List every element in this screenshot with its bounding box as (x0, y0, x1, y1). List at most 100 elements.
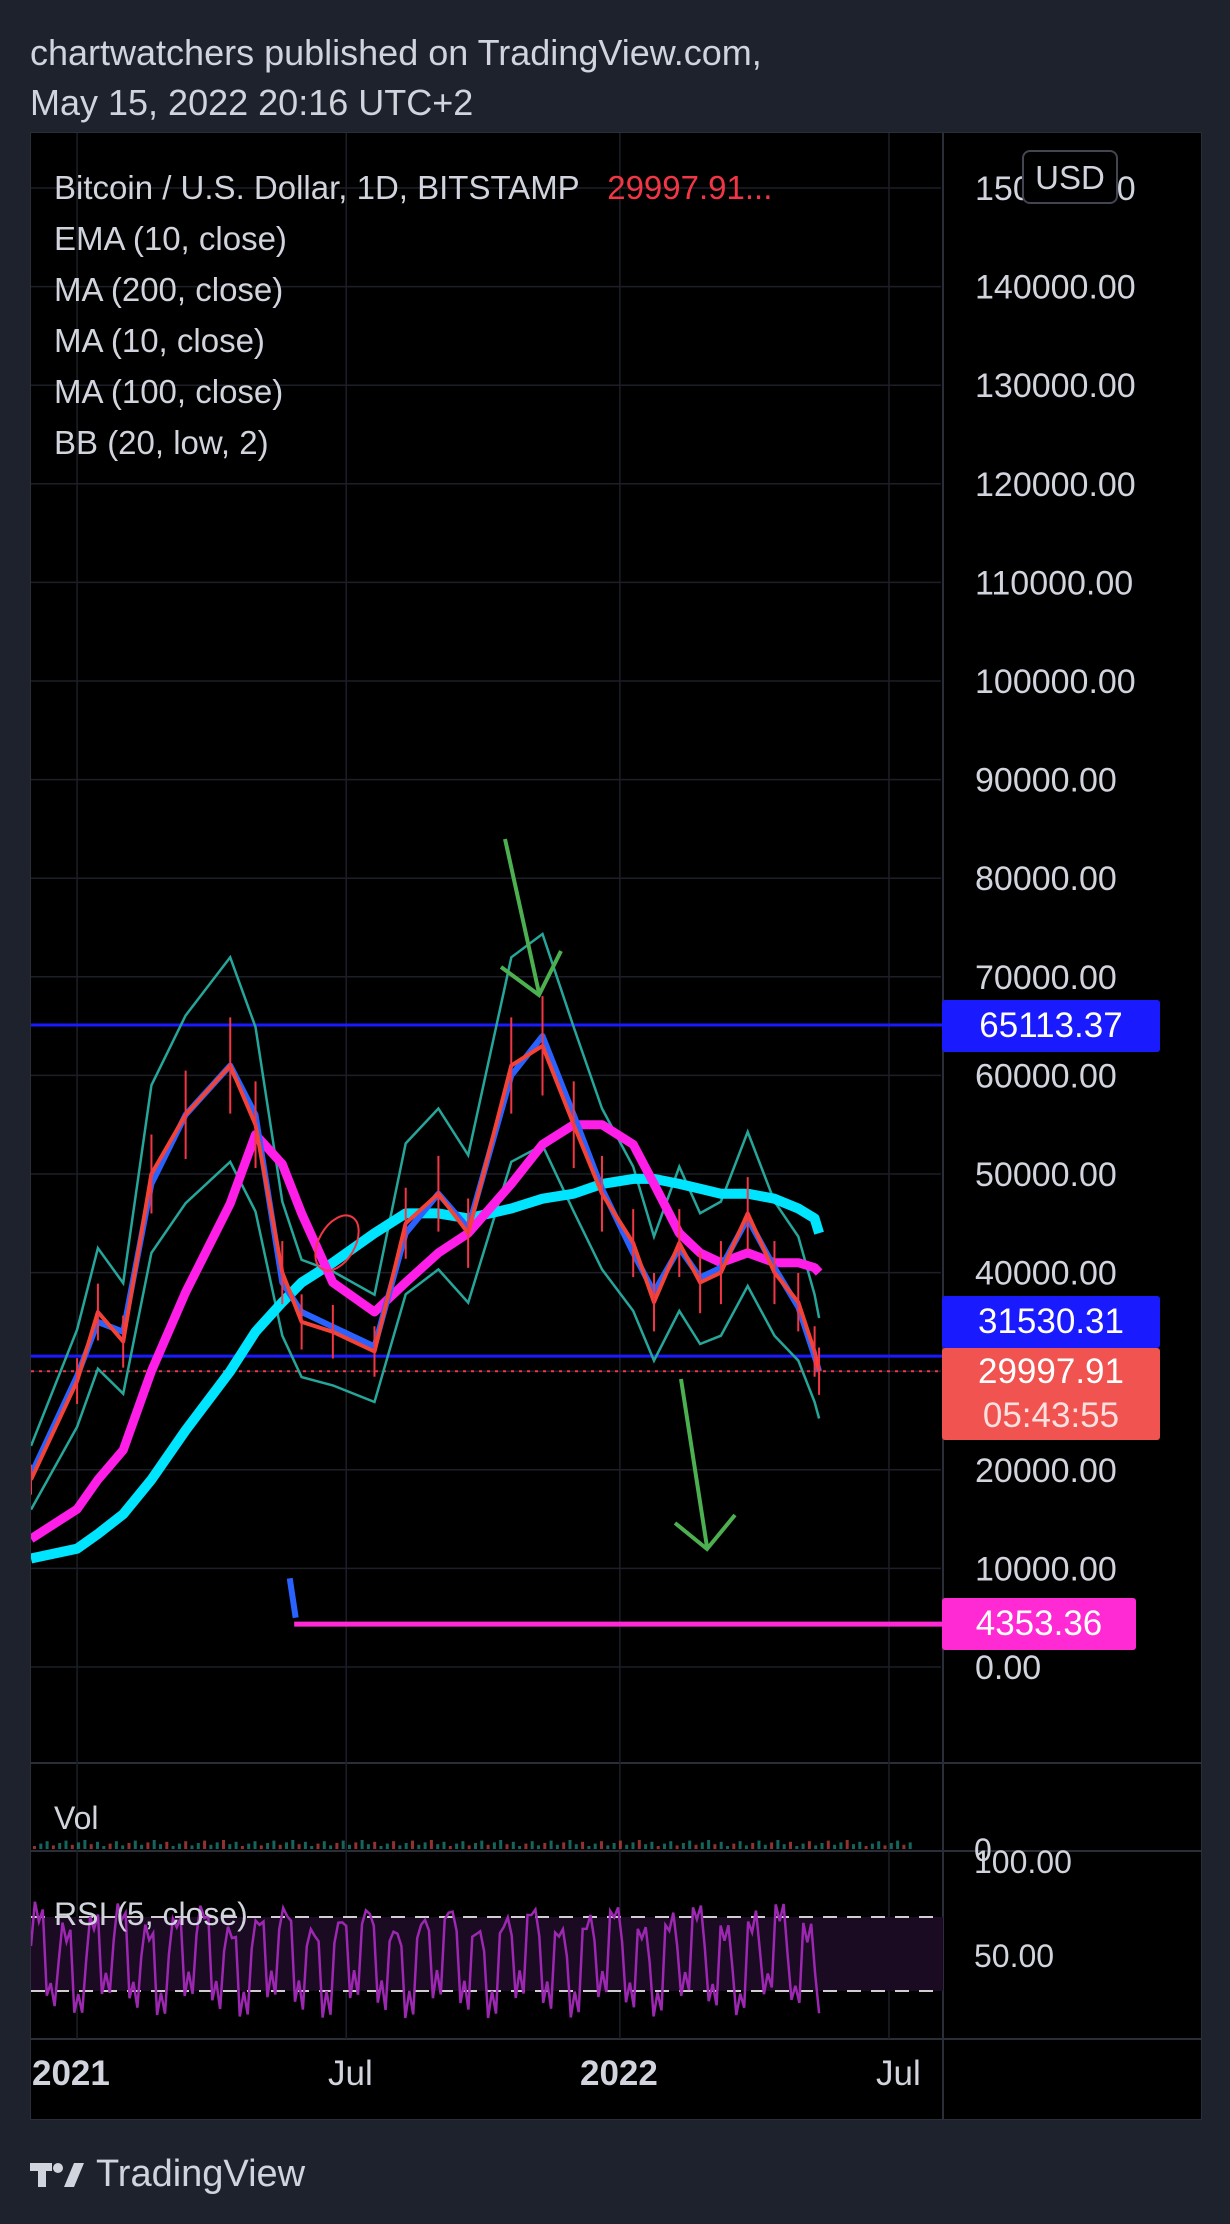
volume-bar (348, 1844, 351, 1849)
volume-bar (39, 1843, 43, 1849)
volume-bar (310, 1846, 314, 1849)
volume-bar (719, 1841, 723, 1849)
volume-bar (77, 1842, 81, 1849)
volume-bar (322, 1841, 326, 1849)
volume-bar (354, 1842, 358, 1849)
volume-bar (656, 1846, 660, 1849)
volume-bar (600, 1841, 603, 1849)
rsi-label: RSI (5, close) (54, 1896, 248, 1932)
chart-frame[interactable]: 150000.00140000.00130000.00120000.001100… (30, 132, 1202, 2120)
volume-bar (329, 1845, 333, 1849)
volume-bar (574, 1844, 578, 1849)
volume-bar (429, 1840, 433, 1849)
currency-button[interactable]: USD (1022, 150, 1118, 204)
down-arrow-head (673, 1513, 737, 1552)
volume-bar (140, 1844, 144, 1849)
indicator-bb[interactable]: BB (20, low, 2) (54, 424, 269, 461)
volume-bar (833, 1844, 837, 1849)
volume-bar (896, 1840, 900, 1849)
volume-bar (864, 1846, 868, 1849)
blue-trend-tick (286, 1577, 299, 1619)
volume-bar (89, 1844, 93, 1849)
volume-bar (606, 1845, 610, 1849)
volume-bar (114, 1841, 118, 1849)
publisher-line: chartwatchers published on TradingView.c… (30, 32, 762, 73)
volume-bar (726, 1846, 729, 1849)
indicator-ema10[interactable]: EMA (10, close) (54, 220, 287, 257)
volume-bar (694, 1844, 698, 1849)
volume-bar (530, 1841, 534, 1849)
rsi-line (31, 1901, 821, 2019)
volume-bar (669, 1841, 673, 1849)
volume-bar (587, 1846, 591, 1849)
volume-bar (259, 1845, 263, 1849)
indicator-ma100[interactable]: MA (100, close) (54, 373, 284, 410)
indicator-ma200[interactable]: MA (200, close) (54, 271, 284, 308)
price-chart[interactable]: 150000.00140000.00130000.00120000.001100… (31, 133, 1201, 2119)
volume-bar (562, 1842, 566, 1849)
indicator-ma10[interactable]: MA (10, close) (54, 322, 265, 359)
volume-bar (763, 1844, 767, 1849)
volume-bar (96, 1841, 99, 1849)
volume-bar (474, 1843, 477, 1849)
y-tick-label: 90000.00 (975, 762, 1117, 800)
volume-axis-zero: 0 (974, 1832, 992, 1868)
volume-bar (877, 1841, 881, 1849)
volume-bar (845, 1840, 849, 1849)
y-tick-label: 140000.00 (975, 269, 1136, 307)
volume-bar (524, 1843, 528, 1849)
down-arrow-shaft (679, 1378, 709, 1548)
symbol-row: Bitcoin / U.S. Dollar, 1D, BITSTAMP 2999… (54, 162, 772, 213)
volume-bar (543, 1843, 547, 1849)
y-tick-label: 100000.00 (975, 663, 1136, 701)
y-tick-label: 60000.00 (975, 1057, 1117, 1095)
volume-bar (70, 1844, 74, 1849)
volume-bar (870, 1843, 874, 1849)
volume-bar (770, 1842, 774, 1849)
volume-bar (51, 1845, 55, 1849)
volume-bar (644, 1844, 648, 1849)
volume-bar (902, 1844, 906, 1849)
volume-bar (203, 1840, 207, 1849)
volume-bar (171, 1846, 175, 1849)
volume-bar (713, 1844, 717, 1849)
volume-bar (121, 1845, 125, 1849)
volume-bar (631, 1842, 635, 1849)
tradingview-brand[interactable]: TradingView (30, 2146, 305, 2202)
volume-bar (499, 1840, 503, 1849)
volume-bar (64, 1840, 68, 1849)
volume-bar (222, 1840, 225, 1849)
volume-bar (858, 1841, 862, 1849)
volume-bar (165, 1841, 169, 1849)
support-price-badge: 31530.31 (942, 1296, 1160, 1348)
y-tick-label: 80000.00 (975, 860, 1117, 898)
volume-bar (253, 1841, 257, 1849)
volume-bar (341, 1840, 345, 1849)
y-tick-label: 10000.00 (975, 1550, 1117, 1588)
volume-bar (688, 1840, 692, 1849)
volume-bar (789, 1841, 792, 1849)
volume-bar (511, 1841, 515, 1849)
volume-bar (436, 1844, 440, 1849)
volume-bar (228, 1844, 232, 1849)
x-tick-label: 2022 (580, 2054, 658, 2093)
publish-info: chartwatchers published on TradingView.c… (30, 28, 762, 128)
volume-bar (45, 1841, 49, 1849)
bb-lower-line (31, 1143, 821, 1511)
volume-bar (461, 1841, 465, 1849)
volume-bar (492, 1842, 496, 1849)
volume-bar (373, 1841, 377, 1849)
volume-bar (537, 1845, 540, 1849)
x-tick-label: Jul (876, 2054, 921, 2093)
volume-bar (58, 1843, 62, 1849)
volume-bar (379, 1846, 383, 1849)
down-arrow-head (499, 950, 563, 999)
volume-bar (316, 1843, 320, 1849)
volume-bar (820, 1843, 824, 1849)
chart-legend: Bitcoin / U.S. Dollar, 1D, BITSTAMP 2999… (54, 162, 772, 468)
x-tick-label: 2021 (32, 2054, 110, 2093)
volume-bar (291, 1840, 295, 1849)
volume-bar (177, 1843, 181, 1849)
volume-bar (108, 1843, 112, 1849)
volume-bar (234, 1841, 238, 1849)
